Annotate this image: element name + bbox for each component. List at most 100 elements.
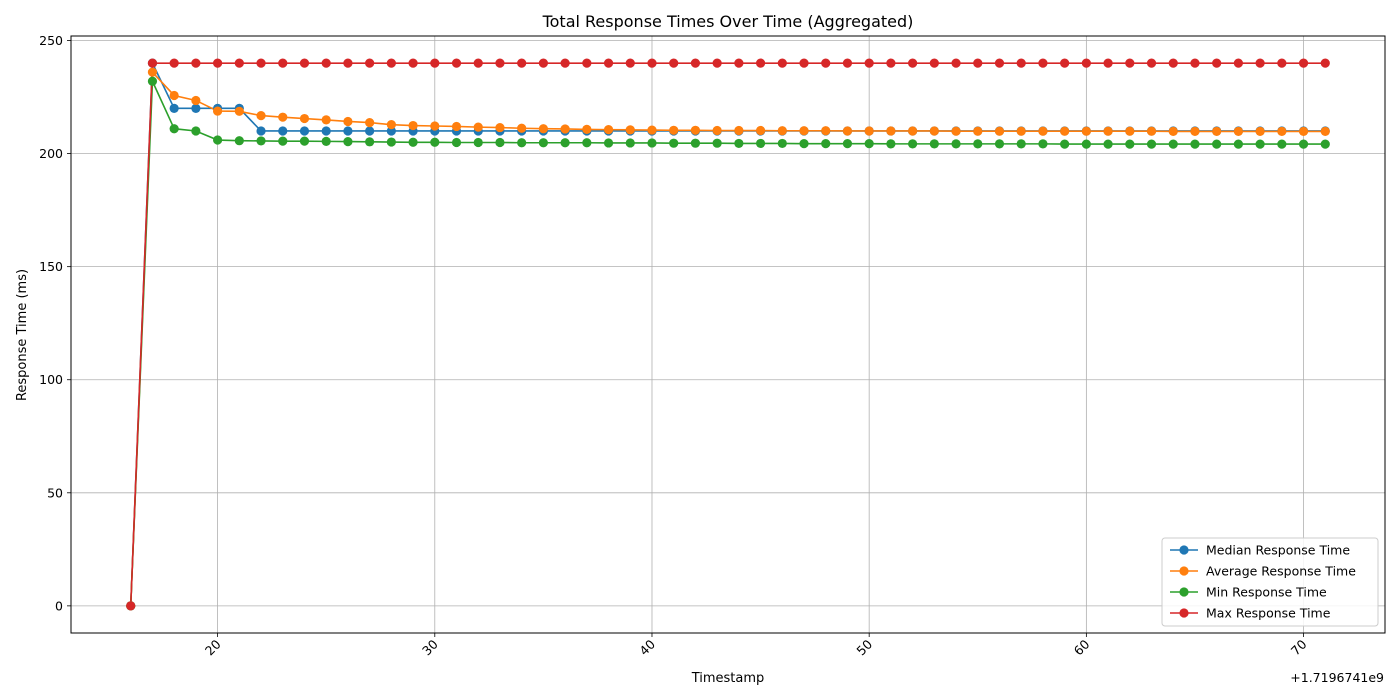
data-point (1233, 139, 1243, 149)
data-point (1298, 139, 1309, 149)
data-point (408, 120, 418, 131)
data-point (1060, 58, 1070, 68)
legend-marker (1179, 545, 1189, 555)
data-point (147, 76, 158, 86)
data-point (908, 139, 918, 149)
data-point (734, 125, 744, 136)
data-point (169, 103, 179, 113)
data-point (799, 139, 809, 149)
data-point (451, 121, 462, 132)
data-point (278, 126, 288, 136)
data-point (256, 58, 266, 68)
data-point (365, 58, 375, 68)
data-point (343, 126, 353, 136)
data-point (1277, 58, 1287, 68)
x-axis-offset-label: +1.7196741e9 (1290, 670, 1384, 685)
data-point (886, 139, 896, 149)
data-point (299, 113, 310, 124)
data-point (386, 137, 396, 147)
data-point (1016, 139, 1026, 149)
data-point (1016, 126, 1026, 136)
data-point (582, 124, 592, 134)
data-point (1168, 126, 1178, 137)
data-point (1146, 126, 1157, 136)
data-point (734, 138, 744, 149)
data-point (213, 58, 223, 68)
data-point (973, 126, 983, 136)
data-point (538, 58, 548, 68)
data-point (908, 126, 918, 136)
data-point (886, 58, 896, 68)
data-point (321, 126, 331, 136)
data-point (213, 135, 223, 145)
data-point (365, 137, 375, 147)
legend-label: Average Response Time (1206, 564, 1356, 579)
y-axis-label: Response Time (ms) (15, 269, 30, 401)
data-point (278, 58, 288, 68)
data-point (1233, 58, 1243, 68)
data-point (755, 138, 766, 149)
data-point (1125, 139, 1135, 149)
data-point (1168, 139, 1178, 149)
data-point (1081, 58, 1091, 68)
data-point (299, 58, 310, 68)
data-point (690, 138, 701, 148)
data-point (386, 120, 396, 130)
data-point (495, 137, 505, 148)
data-point (777, 138, 787, 149)
data-point (126, 601, 136, 611)
data-point (299, 136, 310, 146)
data-point (1125, 58, 1135, 68)
data-point (321, 58, 331, 68)
chart-title: Total Response Times Over Time (Aggregat… (542, 12, 914, 31)
data-point (669, 58, 679, 68)
data-point (582, 138, 592, 148)
data-point (603, 58, 614, 68)
data-point (1277, 126, 1287, 137)
legend-marker (1179, 608, 1189, 618)
data-point (690, 58, 701, 68)
data-point (1298, 58, 1309, 68)
data-point (712, 125, 722, 136)
data-point (1255, 126, 1265, 137)
data-point (343, 116, 353, 127)
data-point (278, 112, 288, 122)
data-point (1212, 126, 1222, 137)
data-point (191, 126, 201, 136)
data-point (1320, 58, 1330, 68)
data-point (690, 125, 701, 135)
data-point (712, 138, 722, 148)
data-point (538, 124, 548, 134)
data-point (495, 58, 505, 68)
data-point (1060, 126, 1070, 136)
legend: Median Response Time Average Response Tim… (1161, 537, 1379, 627)
data-point (994, 139, 1005, 149)
data-point (191, 58, 201, 68)
data-point (451, 137, 462, 148)
legend-marker (1179, 587, 1189, 597)
data-point (451, 58, 462, 68)
data-point (821, 139, 831, 149)
data-point (256, 111, 266, 121)
data-point (625, 138, 635, 148)
data-point (625, 125, 635, 135)
data-point (517, 138, 527, 148)
data-point (821, 126, 831, 136)
data-point (1038, 58, 1048, 68)
y-tick-label: 250 (39, 33, 63, 48)
data-point (495, 122, 505, 133)
data-point (864, 126, 874, 136)
data-point (386, 126, 396, 136)
data-point (1298, 126, 1309, 137)
data-point (256, 136, 266, 146)
data-point (669, 125, 679, 135)
data-point (908, 58, 918, 68)
data-point (864, 139, 874, 149)
data-point (1103, 58, 1113, 68)
data-point (430, 137, 440, 147)
data-point (299, 126, 310, 136)
data-point (1125, 126, 1135, 136)
y-tick-label: 100 (39, 372, 63, 387)
data-point (886, 126, 896, 136)
